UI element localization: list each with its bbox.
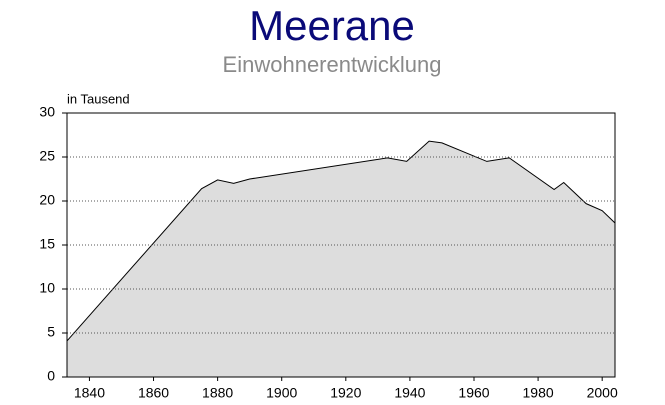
chart-title: Meerane xyxy=(249,2,415,49)
area xyxy=(67,141,615,377)
plot-frame xyxy=(66,112,616,378)
y-tick-label: 0 xyxy=(47,368,55,384)
x-tick-label: 1860 xyxy=(138,385,169,401)
y-tick-label: 25 xyxy=(39,148,55,164)
x-tick-label: 1940 xyxy=(394,385,425,401)
x-tick-label: 1900 xyxy=(266,385,297,401)
y-tick-label: 30 xyxy=(39,104,55,120)
x-tick-label: 1880 xyxy=(202,385,233,401)
area-line xyxy=(66,140,616,342)
x-tick-label: 2000 xyxy=(587,385,618,401)
y-axis-label: in Tausend xyxy=(67,91,130,106)
y-tick-label: 20 xyxy=(39,192,55,208)
chart-subtitle: Einwohnerentwicklung xyxy=(223,52,442,77)
x-tick-label: 1840 xyxy=(74,385,105,401)
x-tick-label: 1960 xyxy=(458,385,489,401)
x-tick-label: 1920 xyxy=(330,385,361,401)
y-tick-label: 15 xyxy=(39,236,55,252)
x-tick-label: 1980 xyxy=(523,385,554,401)
y-tick-label: 5 xyxy=(47,324,55,340)
y-tick-label: 10 xyxy=(39,280,55,296)
